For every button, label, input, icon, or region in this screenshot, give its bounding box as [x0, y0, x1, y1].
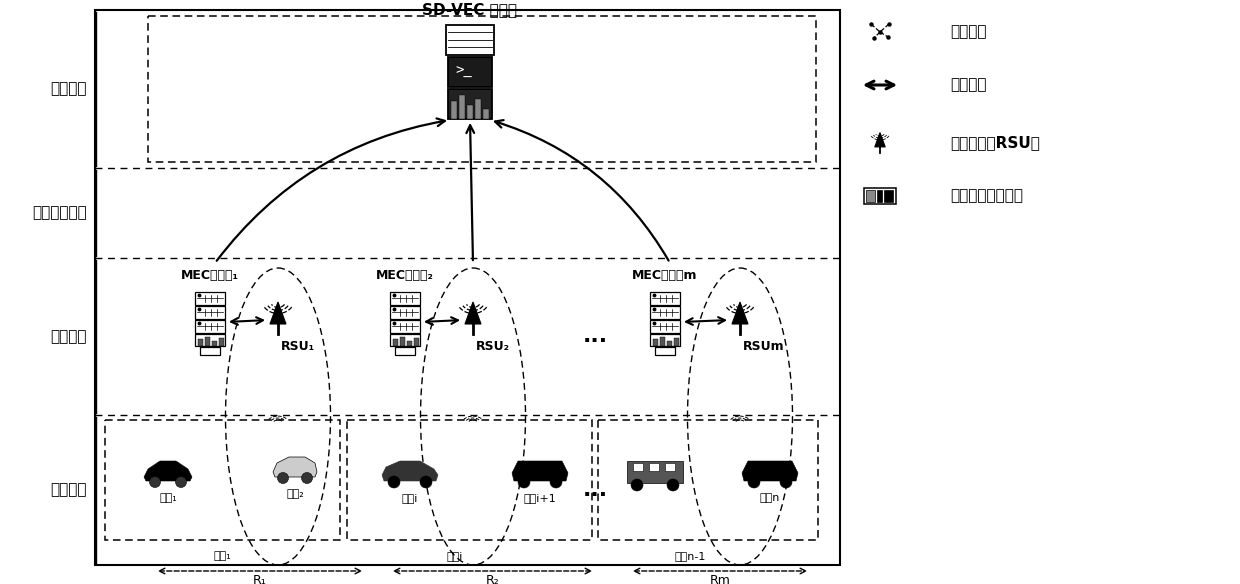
Bar [884, 190, 893, 202]
Bar [391, 334, 420, 346]
Bar [655, 347, 675, 355]
Bar [632, 463, 644, 471]
Text: Rm: Rm [709, 574, 730, 584]
Polygon shape [732, 302, 748, 324]
Circle shape [631, 479, 644, 491]
Bar [205, 337, 210, 346]
Bar [650, 320, 680, 333]
Bar [446, 25, 494, 55]
Circle shape [150, 477, 160, 488]
Text: R₁: R₁ [253, 574, 267, 584]
Polygon shape [512, 461, 568, 481]
Text: RSUm: RSUm [743, 340, 785, 353]
Circle shape [176, 477, 186, 488]
Circle shape [518, 476, 529, 488]
Bar [195, 306, 224, 319]
Text: 车辆₂: 车辆₂ [286, 489, 304, 499]
Text: 车辆₁: 车辆₁ [213, 551, 231, 561]
Text: 数据信息传输: 数据信息传输 [32, 206, 87, 221]
Bar [650, 306, 680, 319]
Text: >_: >_ [455, 64, 472, 78]
Bar [459, 95, 465, 119]
Text: 车辆i: 车辆i [446, 551, 464, 561]
Text: 控制平面: 控制平面 [51, 82, 87, 96]
Bar [675, 338, 680, 346]
Bar [195, 334, 224, 346]
Text: ...: ... [583, 326, 608, 346]
Text: RSU₁: RSU₁ [281, 340, 315, 353]
Text: 车辆i: 车辆i [402, 493, 418, 503]
Polygon shape [382, 461, 438, 481]
Circle shape [420, 476, 432, 488]
Bar [401, 337, 405, 346]
Bar [877, 190, 882, 202]
Bar [653, 339, 658, 346]
Bar [650, 334, 680, 346]
Text: 有线连接: 有线连接 [950, 78, 987, 92]
Bar [200, 347, 219, 355]
Bar [866, 190, 875, 202]
Polygon shape [874, 133, 885, 147]
Bar [391, 320, 420, 333]
Text: MEC服务器m: MEC服务器m [632, 269, 698, 282]
Bar [598, 420, 818, 540]
Polygon shape [273, 457, 317, 477]
Polygon shape [270, 302, 286, 324]
Text: MEC服务器₂: MEC服务器₂ [376, 269, 434, 282]
Text: ...: ... [587, 574, 603, 584]
Bar [660, 337, 665, 346]
Bar [148, 16, 816, 162]
Bar [396, 347, 415, 355]
Bar [347, 420, 591, 540]
Bar [195, 320, 224, 333]
Bar [484, 109, 489, 119]
Bar [467, 105, 472, 119]
Text: 服务器计算资源量: 服务器计算资源量 [950, 189, 1023, 203]
Bar [448, 89, 492, 119]
Text: MEC服务器₁: MEC服务器₁ [181, 269, 239, 282]
Polygon shape [465, 302, 481, 324]
Text: 车辆i+1: 车辆i+1 [523, 493, 557, 503]
Bar [414, 338, 419, 346]
Bar [219, 338, 224, 346]
Bar [393, 339, 398, 346]
Bar [105, 420, 340, 540]
Text: 车辆n-1: 车辆n-1 [675, 551, 706, 561]
Bar [448, 57, 492, 87]
Text: 数据平面: 数据平面 [51, 329, 87, 344]
Text: R₂: R₂ [486, 574, 500, 584]
Circle shape [667, 479, 680, 491]
Bar [627, 461, 683, 483]
Bar [212, 341, 217, 346]
Bar [667, 341, 672, 346]
Text: SD-VEC 控制器: SD-VEC 控制器 [423, 2, 517, 17]
Polygon shape [144, 461, 192, 481]
Bar [198, 339, 203, 346]
Bar [195, 292, 224, 305]
Text: 路侧单元（RSU）: 路侧单元（RSU） [950, 135, 1040, 151]
Text: 无线连接: 无线连接 [950, 25, 987, 40]
Bar [451, 101, 458, 119]
Bar [864, 188, 897, 204]
Text: 车辆n: 车辆n [760, 493, 780, 503]
Bar [95, 10, 839, 565]
Bar [650, 292, 680, 305]
Bar [407, 341, 412, 346]
Bar [665, 463, 675, 471]
Bar [475, 99, 481, 119]
Bar [391, 306, 420, 319]
Bar [649, 463, 658, 471]
Circle shape [388, 476, 401, 488]
Circle shape [278, 472, 289, 484]
Text: 用户平面: 用户平面 [51, 482, 87, 498]
Text: RSU₂: RSU₂ [476, 340, 510, 353]
Circle shape [301, 472, 312, 484]
Bar [391, 292, 420, 305]
Text: 车辆₁: 车辆₁ [159, 493, 177, 503]
Circle shape [780, 476, 792, 488]
Circle shape [748, 476, 760, 488]
Text: ...: ... [583, 480, 608, 500]
Circle shape [551, 476, 562, 488]
Polygon shape [742, 461, 799, 481]
